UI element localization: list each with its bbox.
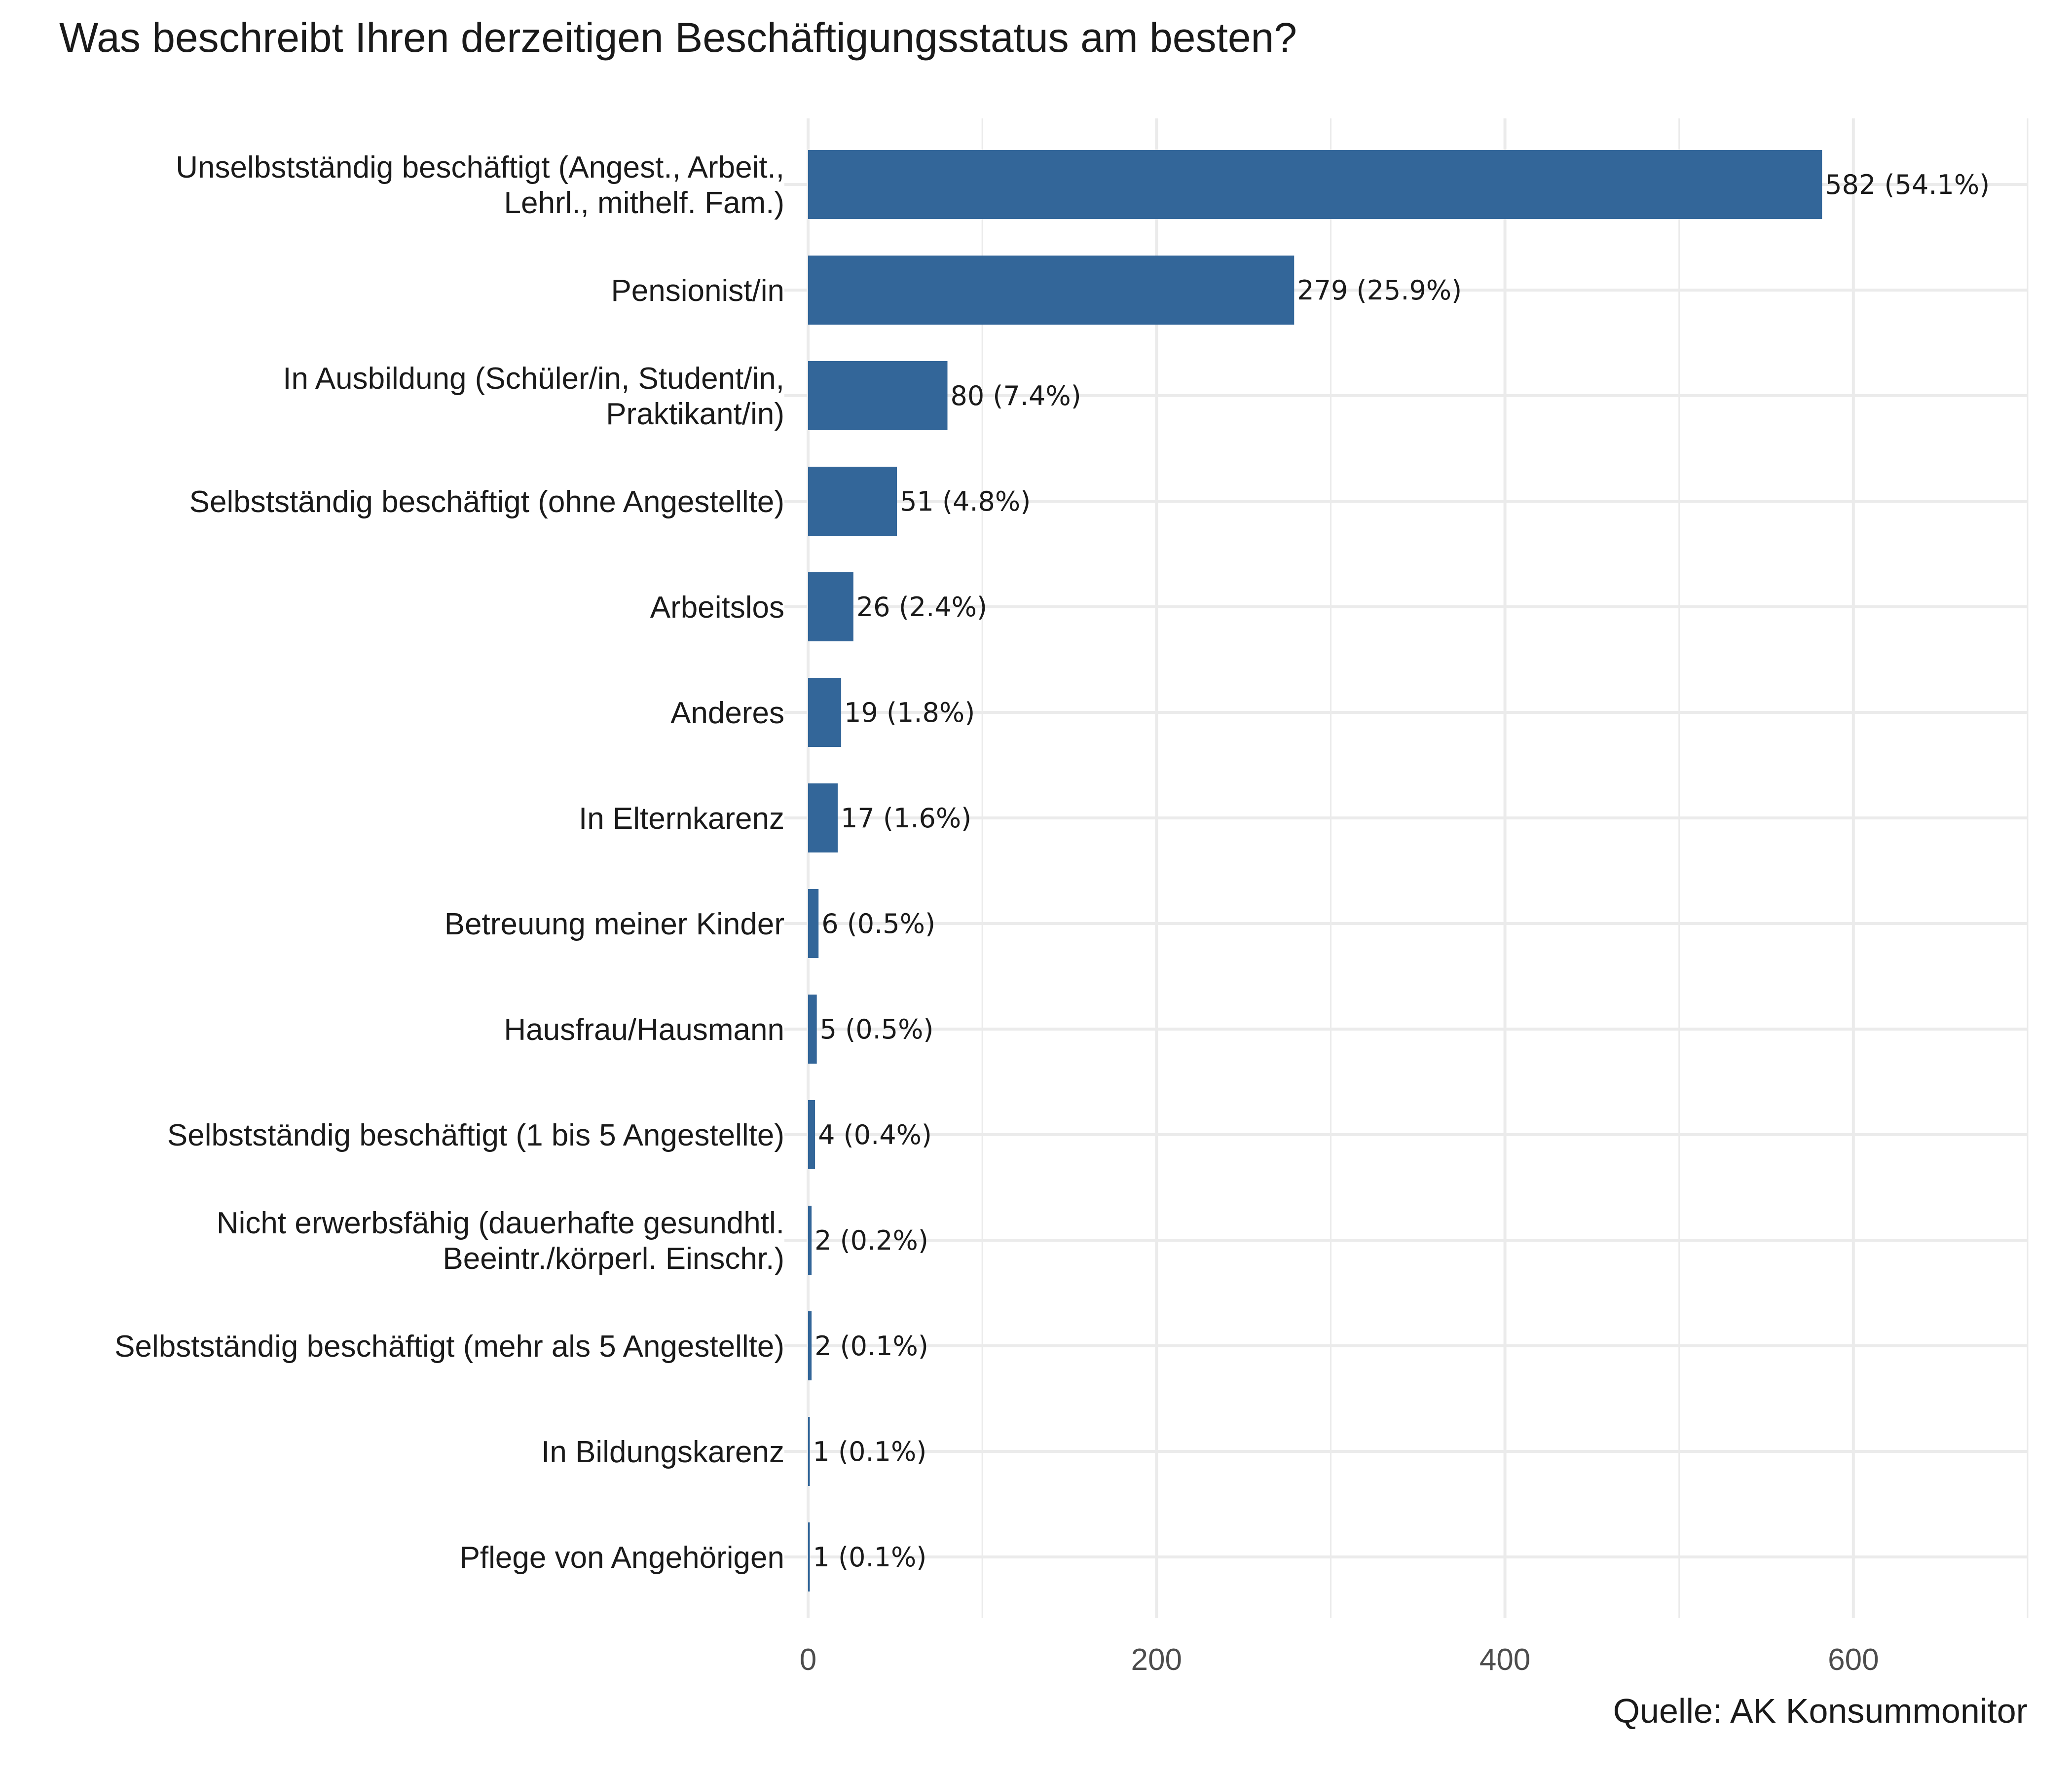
bar: [808, 783, 838, 852]
category-label-line: Pensionist/in: [611, 274, 784, 308]
category-label-line: In Ausbildung (Schüler/in, Student/in,: [283, 362, 784, 396]
bar-chart: 0 200 400 600 582 (54.1%) Unselbstständig bes…: [0, 0, 2072, 1776]
category-label-line: Arbeitslos: [650, 591, 784, 625]
category-label: Arbeitslos: [650, 591, 784, 625]
category-label: Pensionist/in: [611, 274, 784, 308]
bar-value-label: 19 (1.8%): [844, 697, 975, 728]
bar: [808, 467, 897, 536]
category-label-line: Beeintr./körperl. Einschr.): [443, 1242, 784, 1276]
category-label-line: In Elternkarenz: [579, 802, 784, 836]
category-label: Hausfrau/Hausmann: [504, 1013, 784, 1047]
bar: [808, 150, 1822, 219]
grid-layer: [784, 118, 2028, 1618]
label-layer: 0 200 400 600 582 (54.1%) Unselbstständig bes…: [114, 150, 1990, 1677]
bar: [808, 361, 948, 430]
category-label: Selbstständig beschäftigt (mehr als 5 An…: [114, 1330, 784, 1364]
bar: [808, 995, 817, 1064]
bar-value-label: 6 (0.5%): [821, 908, 935, 939]
bar: [808, 256, 1294, 325]
bar: [808, 678, 841, 747]
bar: [808, 1417, 810, 1486]
x-tick-label: 600: [1828, 1643, 1879, 1677]
category-label: In Bildungskarenz: [541, 1435, 784, 1469]
bar-layer: [808, 150, 1822, 1591]
category-label-line: Anderes: [670, 696, 784, 730]
category-label: In Ausbildung (Schüler/in, Student/in, Pr…: [283, 362, 784, 431]
bar-value-label: 80 (7.4%): [951, 380, 1081, 411]
chart-caption: Quelle: AK Konsummonitor: [1613, 1692, 2028, 1730]
category-label: Selbstständig beschäftigt (1 bis 5 Anges…: [167, 1118, 784, 1152]
bar: [808, 1100, 815, 1169]
category-label: In Elternkarenz: [579, 802, 784, 836]
bar: [808, 1206, 812, 1275]
category-label: Unselbstständig beschäftigt (Angest., Ar…: [176, 150, 784, 220]
category-label: Anderes: [670, 696, 784, 730]
bar-value-label: 1 (0.1%): [813, 1542, 927, 1573]
category-label-line: Selbstständig beschäftigt (ohne Angestel…: [189, 485, 784, 519]
category-label-line: Hausfrau/Hausmann: [504, 1013, 784, 1047]
bar-value-label: 26 (2.4%): [856, 592, 987, 623]
x-tick-label: 0: [800, 1643, 816, 1677]
category-label: Nicht erwerbsfähig (dauerhafte gesundhtl…: [217, 1206, 784, 1276]
category-label-line: Lehrl., mithelf. Fam.): [504, 186, 784, 220]
bar-value-label: 279 (25.9%): [1297, 275, 1462, 306]
bar-value-label: 2 (0.1%): [814, 1331, 928, 1362]
category-label-line: Nicht erwerbsfähig (dauerhafte gesundhtl…: [217, 1206, 784, 1240]
category-label: Betreuung meiner Kinder: [444, 907, 784, 941]
chart-title: Was beschreibt Ihren derzeitigen Beschäf…: [59, 14, 1297, 61]
category-label: Selbstständig beschäftigt (ohne Angestel…: [189, 485, 784, 519]
category-label-line: Pflege von Angehörigen: [460, 1541, 784, 1575]
bar-value-label: 51 (4.8%): [900, 486, 1031, 517]
bar-value-label: 582 (54.1%): [1825, 169, 1990, 200]
chart-root: 0 200 400 600 582 (54.1%) Unselbstständig bes…: [0, 0, 2072, 1776]
x-tick-label: 400: [1480, 1643, 1530, 1677]
bar: [808, 572, 853, 641]
bar-value-label: 5 (0.5%): [820, 1014, 934, 1045]
category-label-line: Unselbstständig beschäftigt (Angest., Ar…: [176, 150, 784, 185]
category-label-line: Praktikant/in): [606, 397, 784, 431]
bar-value-label: 4 (0.4%): [818, 1119, 932, 1150]
bar-value-label: 2 (0.2%): [814, 1225, 928, 1256]
category-label-line: Betreuung meiner Kinder: [444, 907, 784, 941]
category-label-line: Selbstständig beschäftigt (1 bis 5 Anges…: [167, 1118, 784, 1152]
bar-value-label: 1 (0.1%): [813, 1436, 927, 1467]
bar: [808, 1311, 812, 1380]
x-tick-label: 200: [1131, 1643, 1182, 1677]
category-label-line: In Bildungskarenz: [541, 1435, 784, 1469]
bar-value-label: 17 (1.6%): [841, 803, 971, 834]
category-label: Pflege von Angehörigen: [460, 1541, 784, 1575]
bar: [808, 1522, 810, 1591]
category-label-line: Selbstständig beschäftigt (mehr als 5 An…: [114, 1330, 784, 1364]
bar: [808, 889, 818, 958]
